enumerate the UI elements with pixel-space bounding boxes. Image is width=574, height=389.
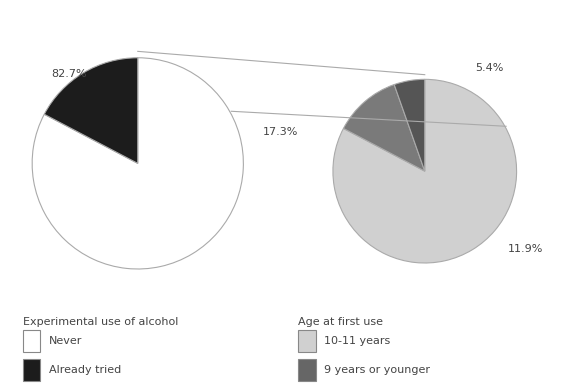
- Bar: [23, 330, 40, 352]
- Bar: [23, 359, 40, 381]
- Text: Never: Never: [49, 336, 82, 346]
- Text: 11.9%: 11.9%: [507, 244, 543, 254]
- Text: Age at first use: Age at first use: [298, 317, 383, 328]
- Text: 17.3%: 17.3%: [262, 127, 298, 137]
- Text: 5.4%: 5.4%: [475, 63, 503, 73]
- Wedge shape: [44, 58, 138, 163]
- Bar: [298, 359, 316, 381]
- Text: 9 years or younger: 9 years or younger: [324, 365, 430, 375]
- Wedge shape: [343, 84, 425, 171]
- Wedge shape: [32, 58, 243, 269]
- Wedge shape: [333, 79, 517, 263]
- Bar: [298, 330, 316, 352]
- Text: Already tried: Already tried: [49, 365, 121, 375]
- Text: 82.7%: 82.7%: [51, 68, 87, 79]
- Text: Experimental use of alcohol: Experimental use of alcohol: [23, 317, 179, 328]
- Text: 10-11 years: 10-11 years: [324, 336, 390, 346]
- Wedge shape: [394, 79, 425, 171]
